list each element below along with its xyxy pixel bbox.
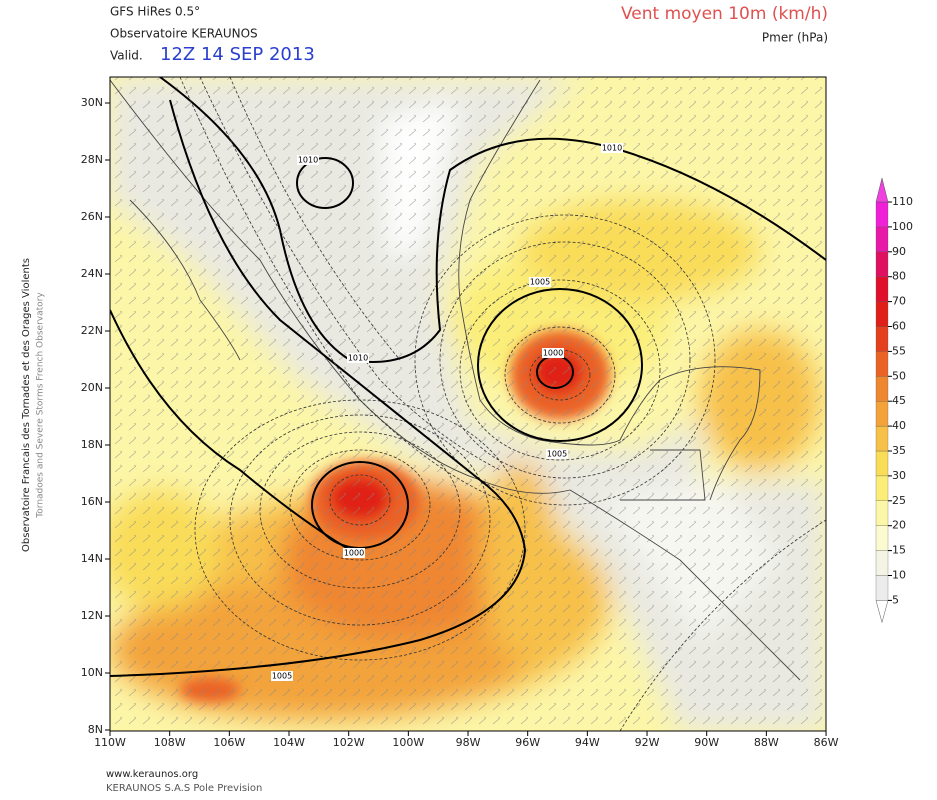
colorbar-label: 55 [892, 344, 906, 357]
map-area: 1010 1010 1010 1005 1000 1005 1000 1005 [110, 77, 826, 731]
footer-url[interactable]: www.keraunos.org [106, 769, 198, 780]
colorbar-label: 100 [892, 220, 913, 233]
valid-time: 12Z 14 SEP 2013 [160, 44, 315, 65]
isobars [110, 77, 826, 731]
colorbar-band [875, 276, 889, 302]
lat-label: 10N [81, 666, 103, 679]
isobar-label-bg [542, 348, 564, 358]
colorbar-label: 50 [892, 369, 906, 382]
colorbar-band [875, 450, 889, 477]
colorbar-label: 20 [892, 519, 906, 532]
lat-label: 20N [81, 381, 103, 394]
colorbar-band [875, 575, 889, 601]
colorbar-band [875, 376, 889, 402]
colorbar-band [875, 425, 889, 452]
colorbar-label: 35 [892, 444, 906, 457]
lon-label: 104W [273, 736, 305, 749]
colorbar-top [875, 177, 889, 203]
footer-company: KERAUNOS S.A.S Pole Prevision [106, 783, 262, 794]
colorbar-label: 5 [892, 593, 899, 606]
map-title: Vent moyen 10m (km/h) [621, 4, 828, 24]
lon-label: 94W [575, 736, 600, 749]
isobar-label-bg [347, 353, 369, 363]
lon-label: 108W [154, 736, 186, 749]
lat-label: 18N [81, 438, 103, 451]
colorbar-band [875, 525, 889, 551]
lon-label: 102W [333, 736, 365, 749]
map-subtitle: Pmer (hPa) [762, 31, 828, 45]
isobar-label: 1005 [530, 278, 550, 287]
colorbar-band [875, 201, 889, 228]
lon-label: 106W [213, 736, 245, 749]
isobar-label: 1005 [272, 672, 292, 681]
lon-label: 100W [392, 736, 424, 749]
lat-label: 12N [81, 609, 103, 622]
colorbar-label: 40 [892, 419, 906, 432]
lon-label: 88W [754, 736, 779, 749]
lon-label: 92W [635, 736, 660, 749]
isobar-label: 1010 [348, 354, 368, 363]
colorbar-label: 25 [892, 494, 906, 507]
colorbar-label: 30 [892, 469, 906, 482]
lon-label: 98W [456, 736, 481, 749]
model-name: GFS HiRes 0.5° [110, 5, 200, 19]
source: Observatoire KERAUNOS [110, 27, 258, 41]
colorbar-band [875, 550, 889, 576]
isobar-label: 1010 [298, 156, 318, 165]
colorbar-band [875, 500, 889, 526]
colorbar-label: 15 [892, 544, 906, 557]
colorbar-band [875, 301, 889, 327]
colorbar-band [875, 401, 889, 427]
colorbar-band [875, 226, 889, 252]
lon-label: 90W [694, 736, 719, 749]
colorbar-label: 60 [892, 320, 906, 333]
lon-label: 86W [814, 736, 839, 749]
isobar-label-bg [529, 277, 551, 287]
colorbar-band [875, 326, 889, 352]
isobar-label-bg [297, 155, 319, 165]
lat-label: 30N [81, 96, 103, 109]
colorbar-label: 110 [892, 195, 913, 208]
colorbar-band [875, 351, 889, 377]
lat-label: 8N [88, 723, 103, 736]
lat-label: 24N [81, 267, 103, 280]
lat-label: 22N [81, 324, 103, 337]
colorbar-label: 10 [892, 569, 906, 582]
valid-label: Valid. [110, 49, 143, 63]
isobar-label: 1005 [547, 450, 567, 459]
lat-label: 26N [81, 210, 103, 223]
isobar-label: 1000 [543, 349, 563, 358]
colorbar-label: 45 [892, 394, 906, 407]
colorbar-band [875, 251, 889, 277]
colorbar-label: 80 [892, 270, 906, 283]
lat-label: 14N [81, 552, 103, 565]
isobar-label-bg [601, 143, 623, 153]
lon-label: 96W [515, 736, 540, 749]
lat-label: 28N [81, 153, 103, 166]
isobar-label: 1000 [344, 549, 364, 558]
isobar-label-bg [271, 671, 293, 681]
lat-label: 16N [81, 495, 103, 508]
colorbar-band [875, 475, 889, 501]
colorbar-label: 90 [892, 245, 906, 258]
isobar-label: 1010 [602, 144, 622, 153]
colorbar-label: 70 [892, 295, 906, 308]
side-text: Tornadoes and Severe Storms French Obser… [36, 292, 46, 519]
side-text: Observatoire Francais des Tornades et de… [21, 258, 32, 552]
lon-label: 110W [94, 736, 126, 749]
isobar-label-bg [343, 548, 365, 558]
colorbar-bottom [875, 600, 889, 624]
isobar-label-bg [546, 449, 568, 459]
